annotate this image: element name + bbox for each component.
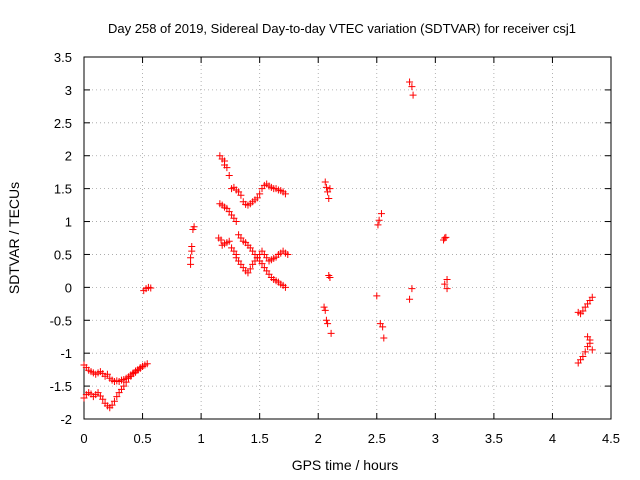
data-point (113, 393, 121, 401)
y-tick-label: 2 (65, 149, 72, 164)
data-point (320, 303, 328, 311)
data-point (321, 178, 329, 186)
data-point (443, 275, 451, 283)
plot-frame (83, 56, 612, 420)
data-point (325, 195, 333, 203)
data-point (217, 236, 225, 244)
y-tick-label: 3 (65, 83, 72, 98)
x-tick-label: 3 (432, 431, 439, 446)
data-point (223, 164, 231, 172)
data-point (284, 250, 292, 258)
data-point (258, 260, 266, 268)
data-point (406, 78, 414, 86)
data-point (110, 397, 118, 405)
data-point (579, 352, 587, 360)
data-point (373, 292, 381, 300)
y-tick-label: 0.5 (54, 247, 72, 262)
chart-title: Day 258 of 2019, Sidereal Day-to-day VTE… (108, 21, 576, 36)
x-tick-label: 0 (80, 431, 87, 446)
y-tick-label: 1 (65, 215, 72, 230)
x-tick-label: 4 (549, 431, 556, 446)
data-point (375, 216, 383, 224)
data-point (103, 370, 111, 378)
data-point (379, 323, 387, 331)
data-point (380, 334, 388, 342)
data-point (99, 395, 107, 403)
data-point (326, 273, 334, 281)
data-points (80, 78, 596, 412)
x-tick-label: 3.5 (485, 431, 503, 446)
data-point (406, 295, 414, 303)
data-point (408, 83, 416, 91)
data-point (244, 269, 252, 277)
data-point (237, 191, 245, 199)
data-point (246, 265, 254, 273)
x-axis-label: GPS time / hours (292, 457, 399, 473)
grid (84, 57, 611, 419)
y-tick-label: 0 (65, 280, 72, 295)
data-point (326, 185, 334, 193)
x-tick-label: 2.5 (368, 431, 386, 446)
x-tick-label: 1.5 (251, 431, 269, 446)
data-point (188, 243, 196, 251)
data-point (441, 234, 449, 242)
data-point (190, 223, 198, 231)
axis-ticks: 0 0.5 1 1.5 2 2.5 3 3.5 4 4.5 -2 -1.5 -1 -0.5 0 0.5 1 1.5… (50, 50, 620, 446)
y-tick-label: 1.5 (54, 182, 72, 197)
x-tick-label: 4.5 (602, 431, 620, 446)
data-point (147, 284, 155, 292)
data-point (442, 233, 450, 241)
data-point (225, 171, 233, 179)
x-tick-label: 0.5 (134, 431, 152, 446)
data-point (581, 348, 589, 356)
data-point (187, 254, 195, 262)
data-point (377, 210, 385, 218)
data-point (579, 307, 587, 315)
data-point (588, 346, 596, 354)
data-point (586, 336, 594, 344)
data-point (225, 237, 233, 245)
data-point (324, 320, 332, 328)
data-point (143, 360, 151, 368)
data-point (256, 190, 264, 198)
data-point (281, 190, 289, 198)
data-point (232, 218, 240, 226)
y-tick-label: -0.5 (50, 313, 72, 328)
y-tick-label: 2.5 (54, 116, 72, 131)
data-point (322, 316, 330, 324)
data-point (441, 280, 449, 288)
data-point (374, 221, 382, 229)
y-axis-label: SDTVAR / TECUs (6, 182, 22, 294)
data-point (108, 401, 116, 409)
y-tick-label: -1.5 (50, 379, 72, 394)
data-point (327, 329, 335, 337)
y-tick-label: -2 (60, 412, 72, 427)
data-point (409, 91, 417, 99)
data-point (408, 285, 416, 293)
data-point (443, 285, 451, 293)
x-tick-label: 1 (197, 431, 204, 446)
data-point (139, 362, 147, 370)
data-point (588, 293, 596, 301)
data-point (281, 283, 289, 291)
data-point (187, 260, 195, 268)
data-point (253, 194, 261, 202)
data-point (120, 382, 128, 390)
y-tick-label: 3.5 (54, 50, 72, 65)
y-tick-label: -1 (60, 346, 72, 361)
x-tick-label: 2 (315, 431, 322, 446)
data-point (321, 306, 329, 314)
data-point (322, 183, 330, 191)
data-point (122, 378, 130, 386)
